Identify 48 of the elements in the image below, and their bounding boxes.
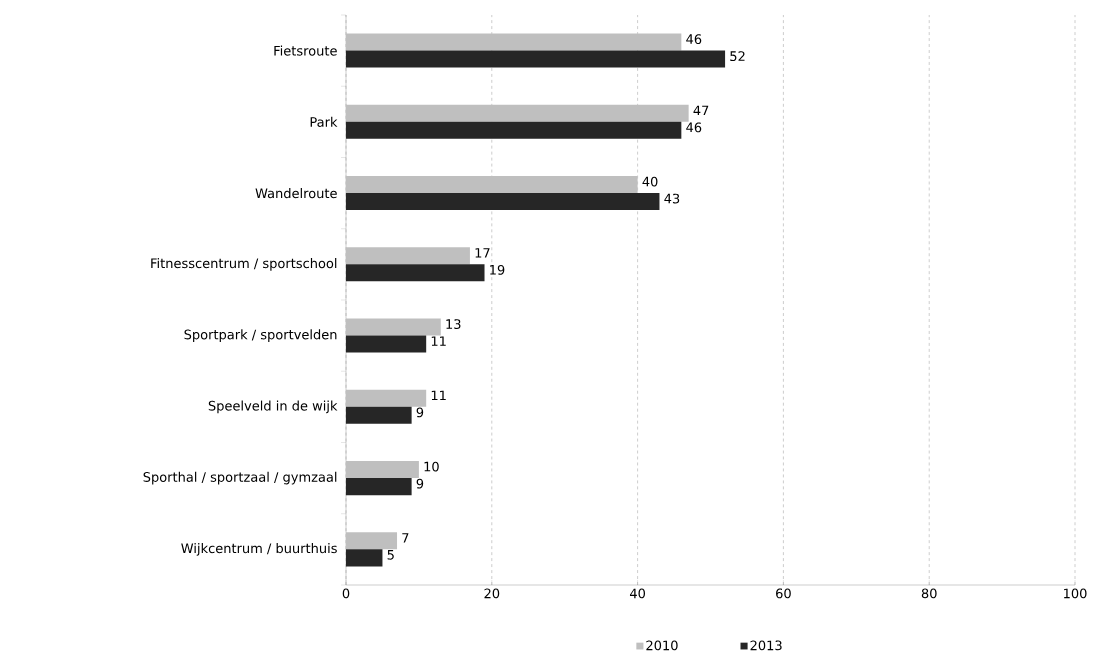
data-label: 40 — [642, 176, 658, 187]
bar — [346, 264, 485, 282]
bar — [346, 390, 427, 408]
x-tick-label: 100 — [1064, 588, 1087, 599]
data-label: 9 — [416, 407, 424, 418]
y-tick-label: Wijkcentrum / buurthuis — [181, 543, 337, 556]
data-label: 43 — [664, 193, 680, 204]
data-label: 7 — [402, 533, 409, 543]
bar — [346, 50, 726, 68]
data-label: 17 — [475, 248, 490, 258]
bar — [346, 176, 638, 194]
x-tick-label: 80 — [921, 588, 937, 599]
data-label: 52 — [730, 51, 745, 62]
bar — [346, 193, 660, 211]
data-label: 19 — [490, 265, 505, 275]
x-tick-label: 40 — [629, 588, 646, 599]
bar — [346, 532, 398, 550]
bar — [346, 407, 412, 425]
x-tick-label: 20 — [484, 588, 500, 599]
data-label: 47 — [693, 105, 709, 116]
bar — [346, 318, 441, 336]
y-tick-label: Fitnesscentrum / sportschool — [151, 258, 337, 271]
bar — [346, 33, 682, 51]
legend-label: 2013 — [750, 640, 782, 651]
data-label: 11 — [431, 390, 446, 401]
y-tick-label: Fietsroute — [274, 45, 337, 56]
y-tick-label: Speelveld in de wijk — [208, 400, 338, 414]
bar — [346, 105, 689, 123]
data-label: 5 — [387, 550, 394, 560]
bar — [346, 335, 427, 353]
bar — [346, 247, 470, 265]
data-label: 13 — [446, 319, 461, 330]
bar — [346, 478, 412, 496]
y-tick-label: Sportpark / sportvelden — [184, 329, 337, 343]
bar — [346, 461, 419, 479]
data-label: 46 — [686, 34, 702, 45]
x-tick-label: 0 — [342, 588, 350, 599]
data-label: 10 — [424, 461, 439, 472]
y-tick-label: Park — [310, 117, 338, 128]
data-label: 11 — [431, 336, 446, 347]
bar — [346, 122, 682, 140]
y-tick-label: Wandelroute — [255, 188, 337, 199]
legend-label: 2010 — [646, 640, 678, 651]
y-tick-label: Sporthal / sportzaal / gymzaal — [143, 472, 337, 485]
data-label: 9 — [416, 478, 424, 489]
data-label: 46 — [686, 122, 702, 133]
x-tick-label: 60 — [776, 588, 791, 599]
bar — [346, 549, 383, 567]
